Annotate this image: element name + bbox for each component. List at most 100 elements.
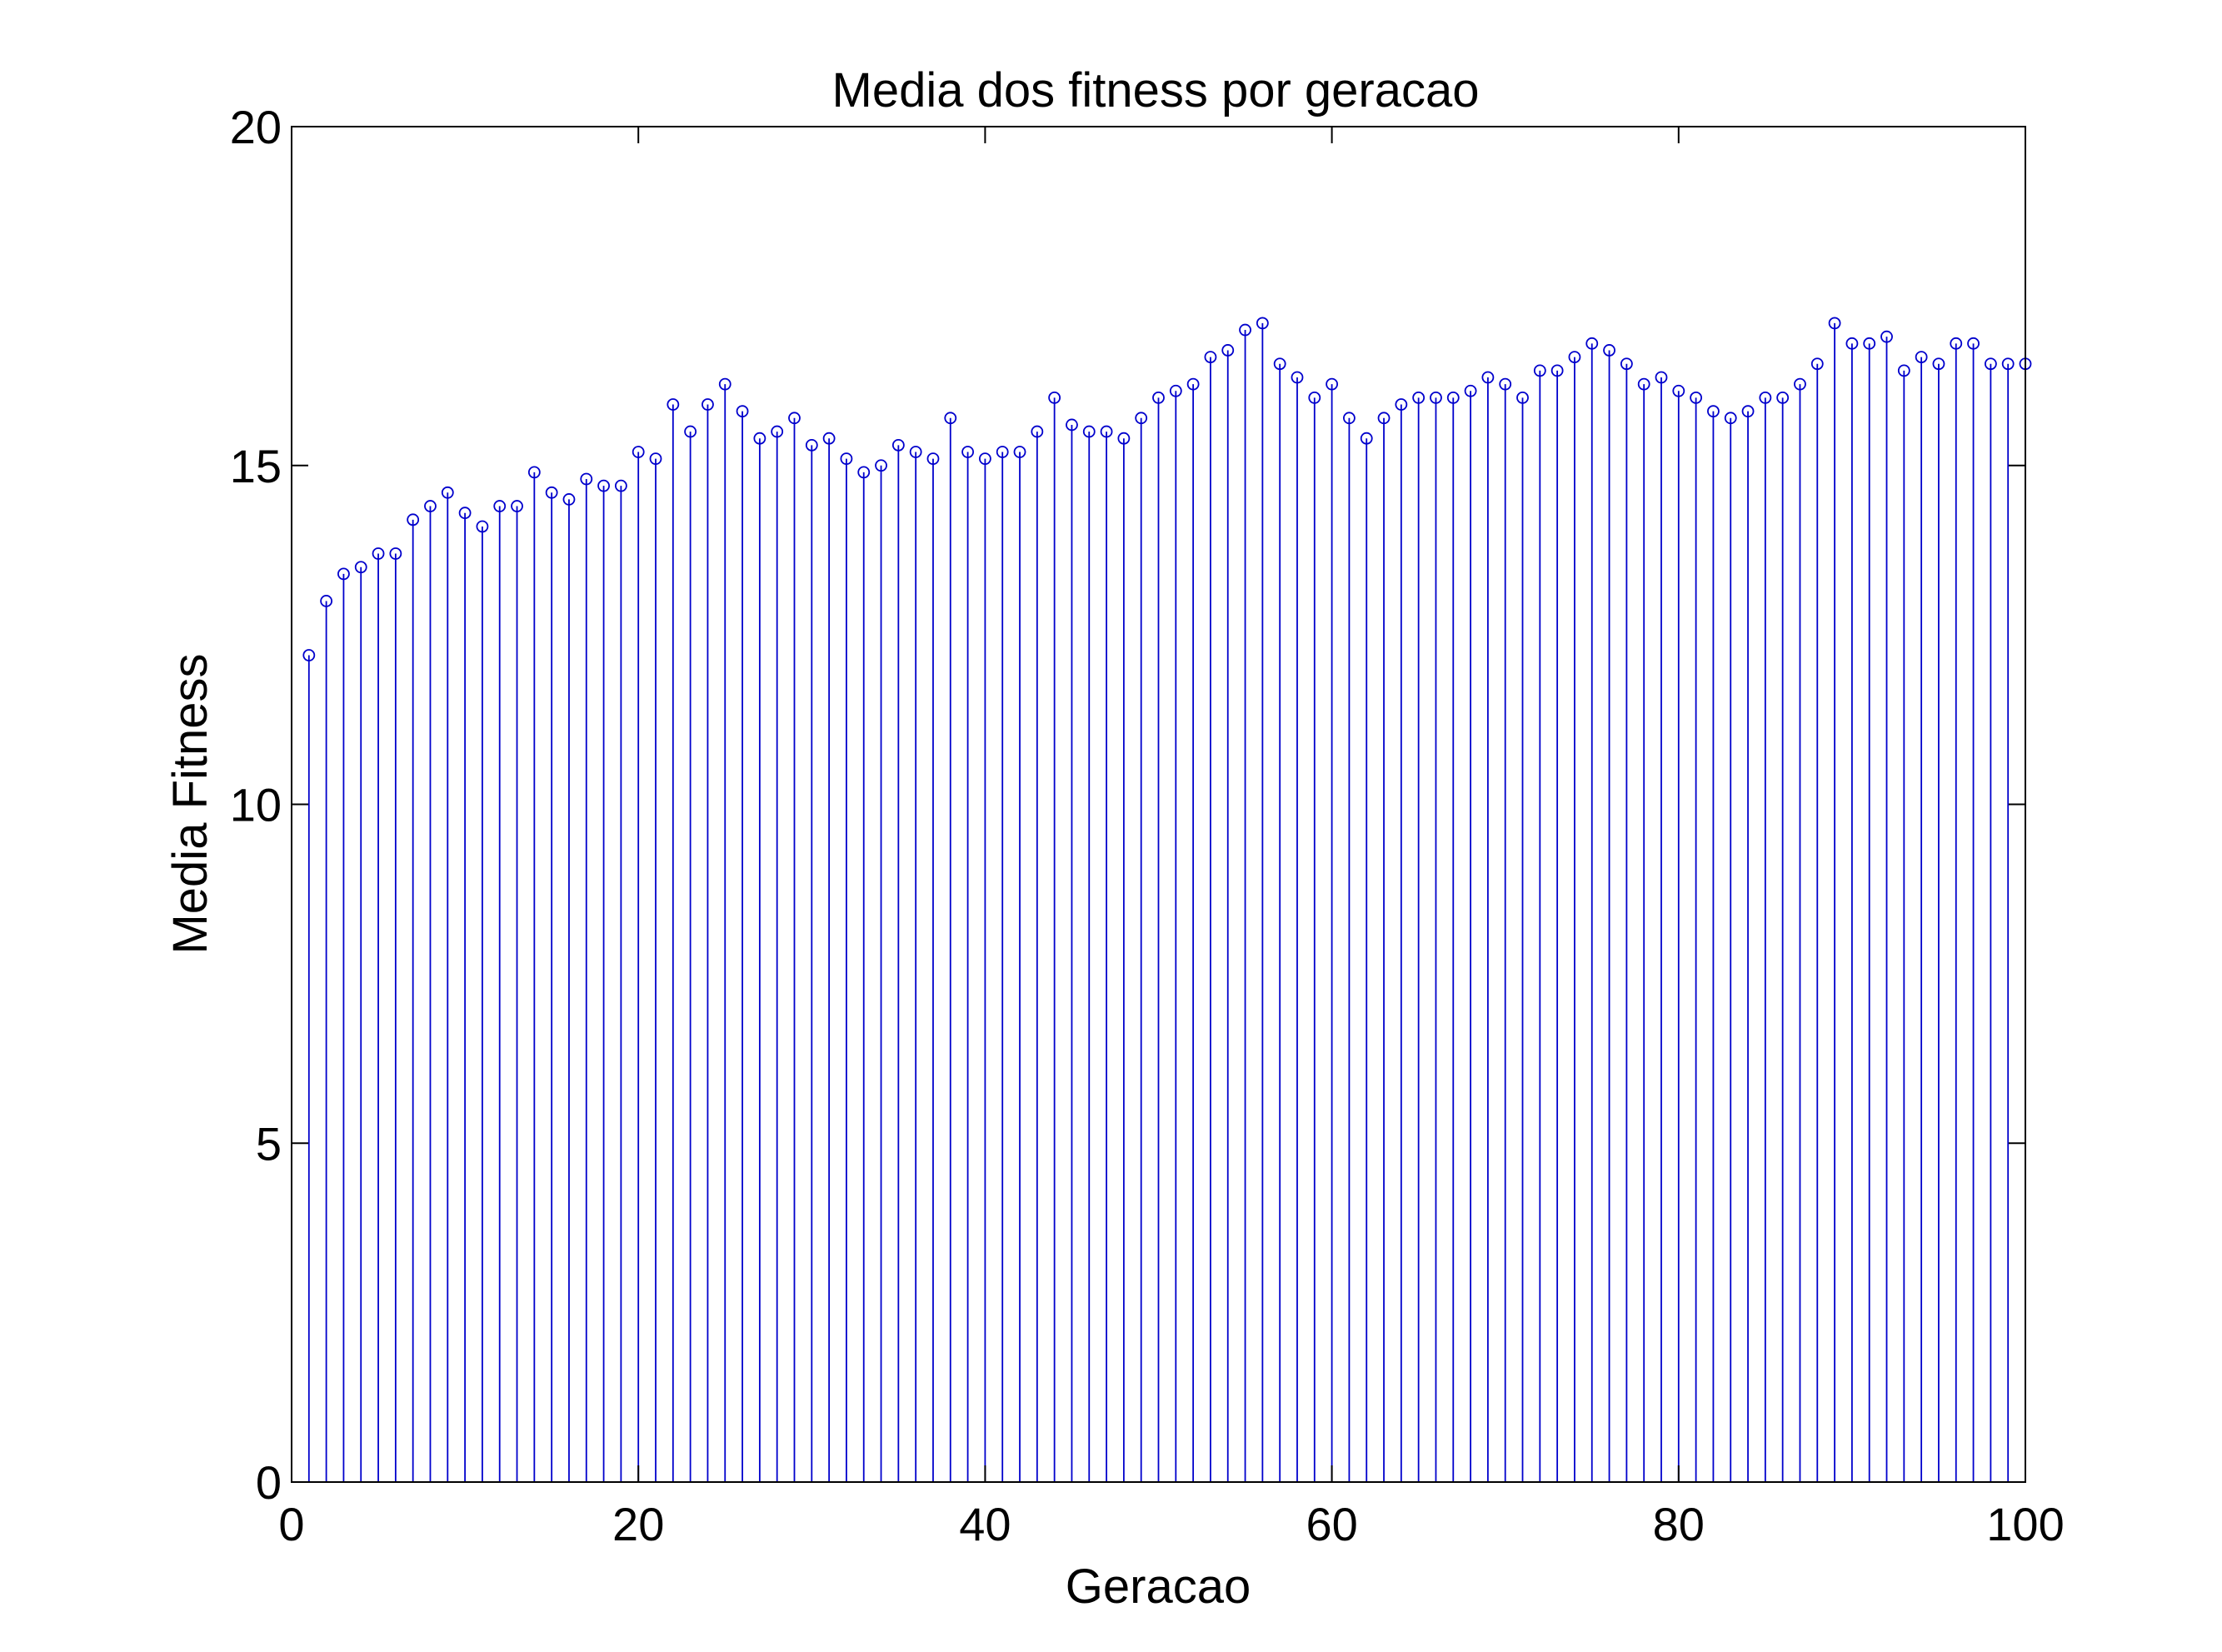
stem-marker [458,507,472,520]
stem-marker [1291,371,1304,384]
stem-marker [1585,337,1599,350]
stem-marker [1377,412,1391,425]
stem-series [307,322,2026,1482]
stem-marker [926,452,940,466]
stem-marker [1690,391,1703,404]
y-tick-label: 20 [230,101,282,153]
stem-marker [875,459,887,472]
stem-marker [476,520,489,533]
chart-title: Media dos fitness por geracao [832,63,1480,117]
stem-marker [1343,412,1356,425]
stem-marker [1082,425,1096,438]
stem-marker [1186,377,1200,391]
stem-marker [909,446,922,458]
stem-marker [1863,337,1876,350]
y-axis-label: Media Fitness [163,653,217,954]
stem-marker [337,567,350,581]
stem-marker [493,500,507,512]
stem-marker [632,446,645,458]
stem-marker [1430,391,1442,404]
stem-marker [372,547,385,560]
stem-marker [1013,446,1026,458]
stem-marker [1066,418,1078,432]
axis-tick-labels: 0 20 40 60 80 100 0 5 10 15 20 [230,101,2065,1550]
x-axis-label: Geracao [1066,1560,1251,1614]
stem-marker [1707,405,1720,418]
stem-marker [702,398,714,411]
stem-marker [424,500,437,512]
stem-marker [354,561,367,574]
stem-marker [511,500,523,512]
stem-marker [891,438,905,452]
x-tick-label: 100 [1986,1498,2064,1550]
stem-marker [1204,351,1217,363]
stem-marker [527,466,541,479]
stem-marker [389,547,402,560]
stem-marker [1221,344,1235,357]
stem-marker [996,446,1009,458]
stem-marker [1950,337,1963,350]
stem-marker [753,432,766,445]
stem-marker [614,479,627,492]
stem-marker [1568,351,1581,363]
stem-marker [545,486,558,499]
stem-marker [771,425,784,438]
stem-marker [1984,357,1997,371]
stem-marker [1239,323,1251,337]
stem-marker [1308,391,1321,404]
stem-marker [1637,377,1650,391]
y-tick-label: 10 [230,779,282,831]
x-tick-label: 40 [959,1498,1011,1550]
stem-marker [1828,317,1841,330]
stem-marker [961,446,974,458]
x-tick-label: 80 [1653,1498,1705,1550]
stem-marker [1741,405,1755,418]
stem-marker [1152,391,1165,404]
stem-marker [1048,391,1061,404]
stem-marker [1655,371,1668,384]
stem-marker [1967,337,1980,350]
stem-marker [718,377,732,391]
stem-marker [1724,412,1737,425]
stem-marker [302,649,316,661]
stem-marker [1499,377,1512,391]
stem-marker [1620,357,1633,371]
y-tick-label: 0 [256,1456,282,1509]
stem-marker [1880,330,1893,343]
stem-marker [822,432,836,445]
stem-marker [1776,391,1790,404]
stem-marker [857,466,871,479]
stem-marker [805,438,818,452]
plot-area-frame [291,126,2026,1483]
x-tick-label: 60 [1306,1498,1357,1550]
stem-marker [1932,357,1945,371]
stem-marker [979,452,991,466]
stem-marker [2001,357,2015,371]
stem-marker [580,472,593,486]
stem-marker [1550,364,1564,377]
y-tick-label: 5 [256,1117,282,1170]
stem-marker [1360,432,1373,445]
stem-marker [1273,357,1286,371]
stem-marker [1412,391,1426,404]
stem-marker [407,513,420,527]
stem-marker [1603,344,1615,357]
stem-marker [1135,412,1148,425]
stem-marker [1464,384,1477,397]
y-tick-label: 15 [230,440,282,492]
stem-marker [944,412,957,425]
stem-marker [1672,384,1685,397]
stem-marker [684,425,697,438]
stem-marker [840,452,853,466]
stem-marker [1256,317,1269,330]
x-tick-label: 20 [612,1498,664,1550]
stem-marker [1169,384,1182,397]
stem-marker [788,412,801,425]
stem-marker [1481,371,1495,384]
stem-marker [1794,377,1806,391]
stem-marker [1897,364,1910,377]
stem-marker [562,493,576,506]
stem-marker [320,595,333,607]
stem-marker [1516,391,1529,404]
stem-marker [1759,391,1772,404]
